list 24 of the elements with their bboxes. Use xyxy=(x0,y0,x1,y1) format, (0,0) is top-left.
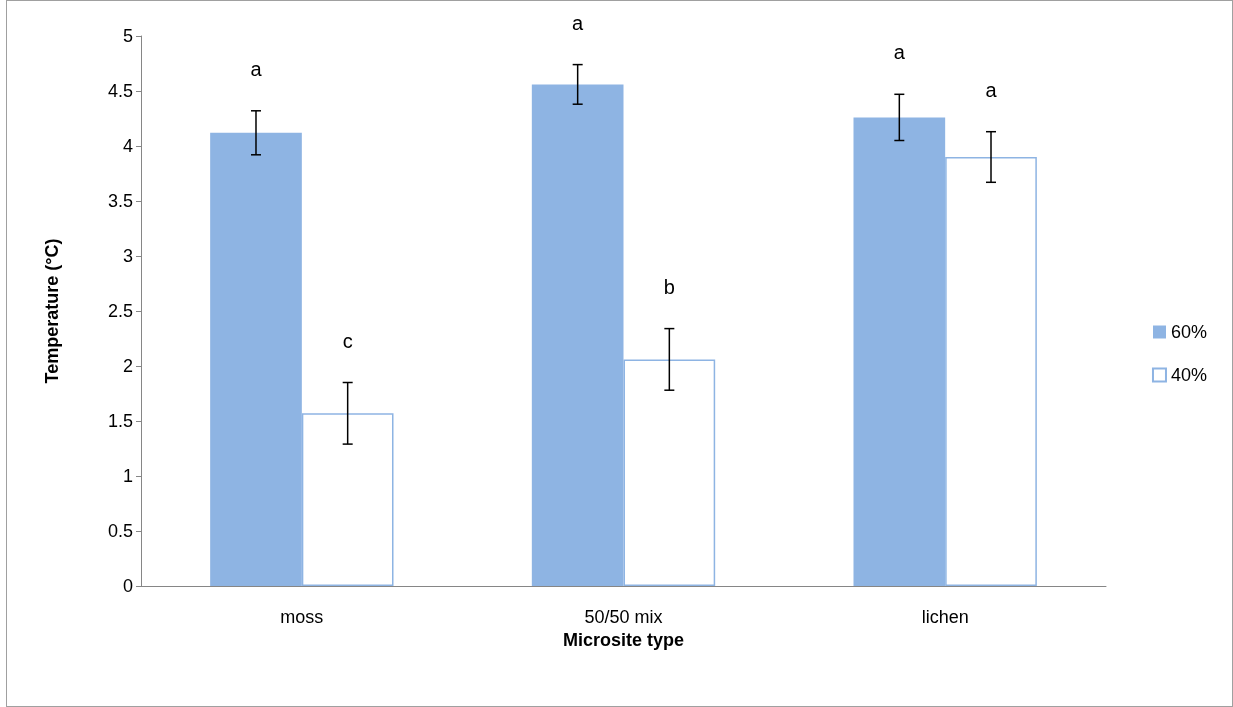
y-tick-label: 2 xyxy=(122,356,133,376)
y-tick-label: 1.5 xyxy=(107,411,133,431)
y-tick-label: 5 xyxy=(122,26,133,46)
y-tick-label: 4 xyxy=(122,136,133,156)
text: a xyxy=(572,11,585,34)
annotation: c xyxy=(342,329,353,352)
y-tick-label: 1 xyxy=(122,466,133,486)
y-tick-label: 2.5 xyxy=(107,301,133,321)
x-tick-label: lichen xyxy=(921,607,969,627)
annotation: a xyxy=(893,41,906,64)
y-tick-label: 0 xyxy=(122,576,133,596)
y-tick-label: 3 xyxy=(122,246,133,266)
x-tick-label: 50/50 mix xyxy=(584,607,663,627)
legend-label: 40% xyxy=(1170,365,1207,385)
annotation: a xyxy=(985,78,998,101)
legend-label: 60% xyxy=(1170,322,1207,342)
annotation: b xyxy=(663,275,675,298)
x-tick-label: moss xyxy=(280,607,324,627)
y-tick-label: 0.5 xyxy=(107,521,133,541)
x-axis-title: Microsite type xyxy=(562,630,685,650)
y-tick-label: 3.5 xyxy=(107,191,133,211)
y-tick-label: 4.5 xyxy=(107,81,133,101)
annotation: a xyxy=(250,57,263,80)
y-axis-title: Temperature (°C) xyxy=(42,238,62,384)
